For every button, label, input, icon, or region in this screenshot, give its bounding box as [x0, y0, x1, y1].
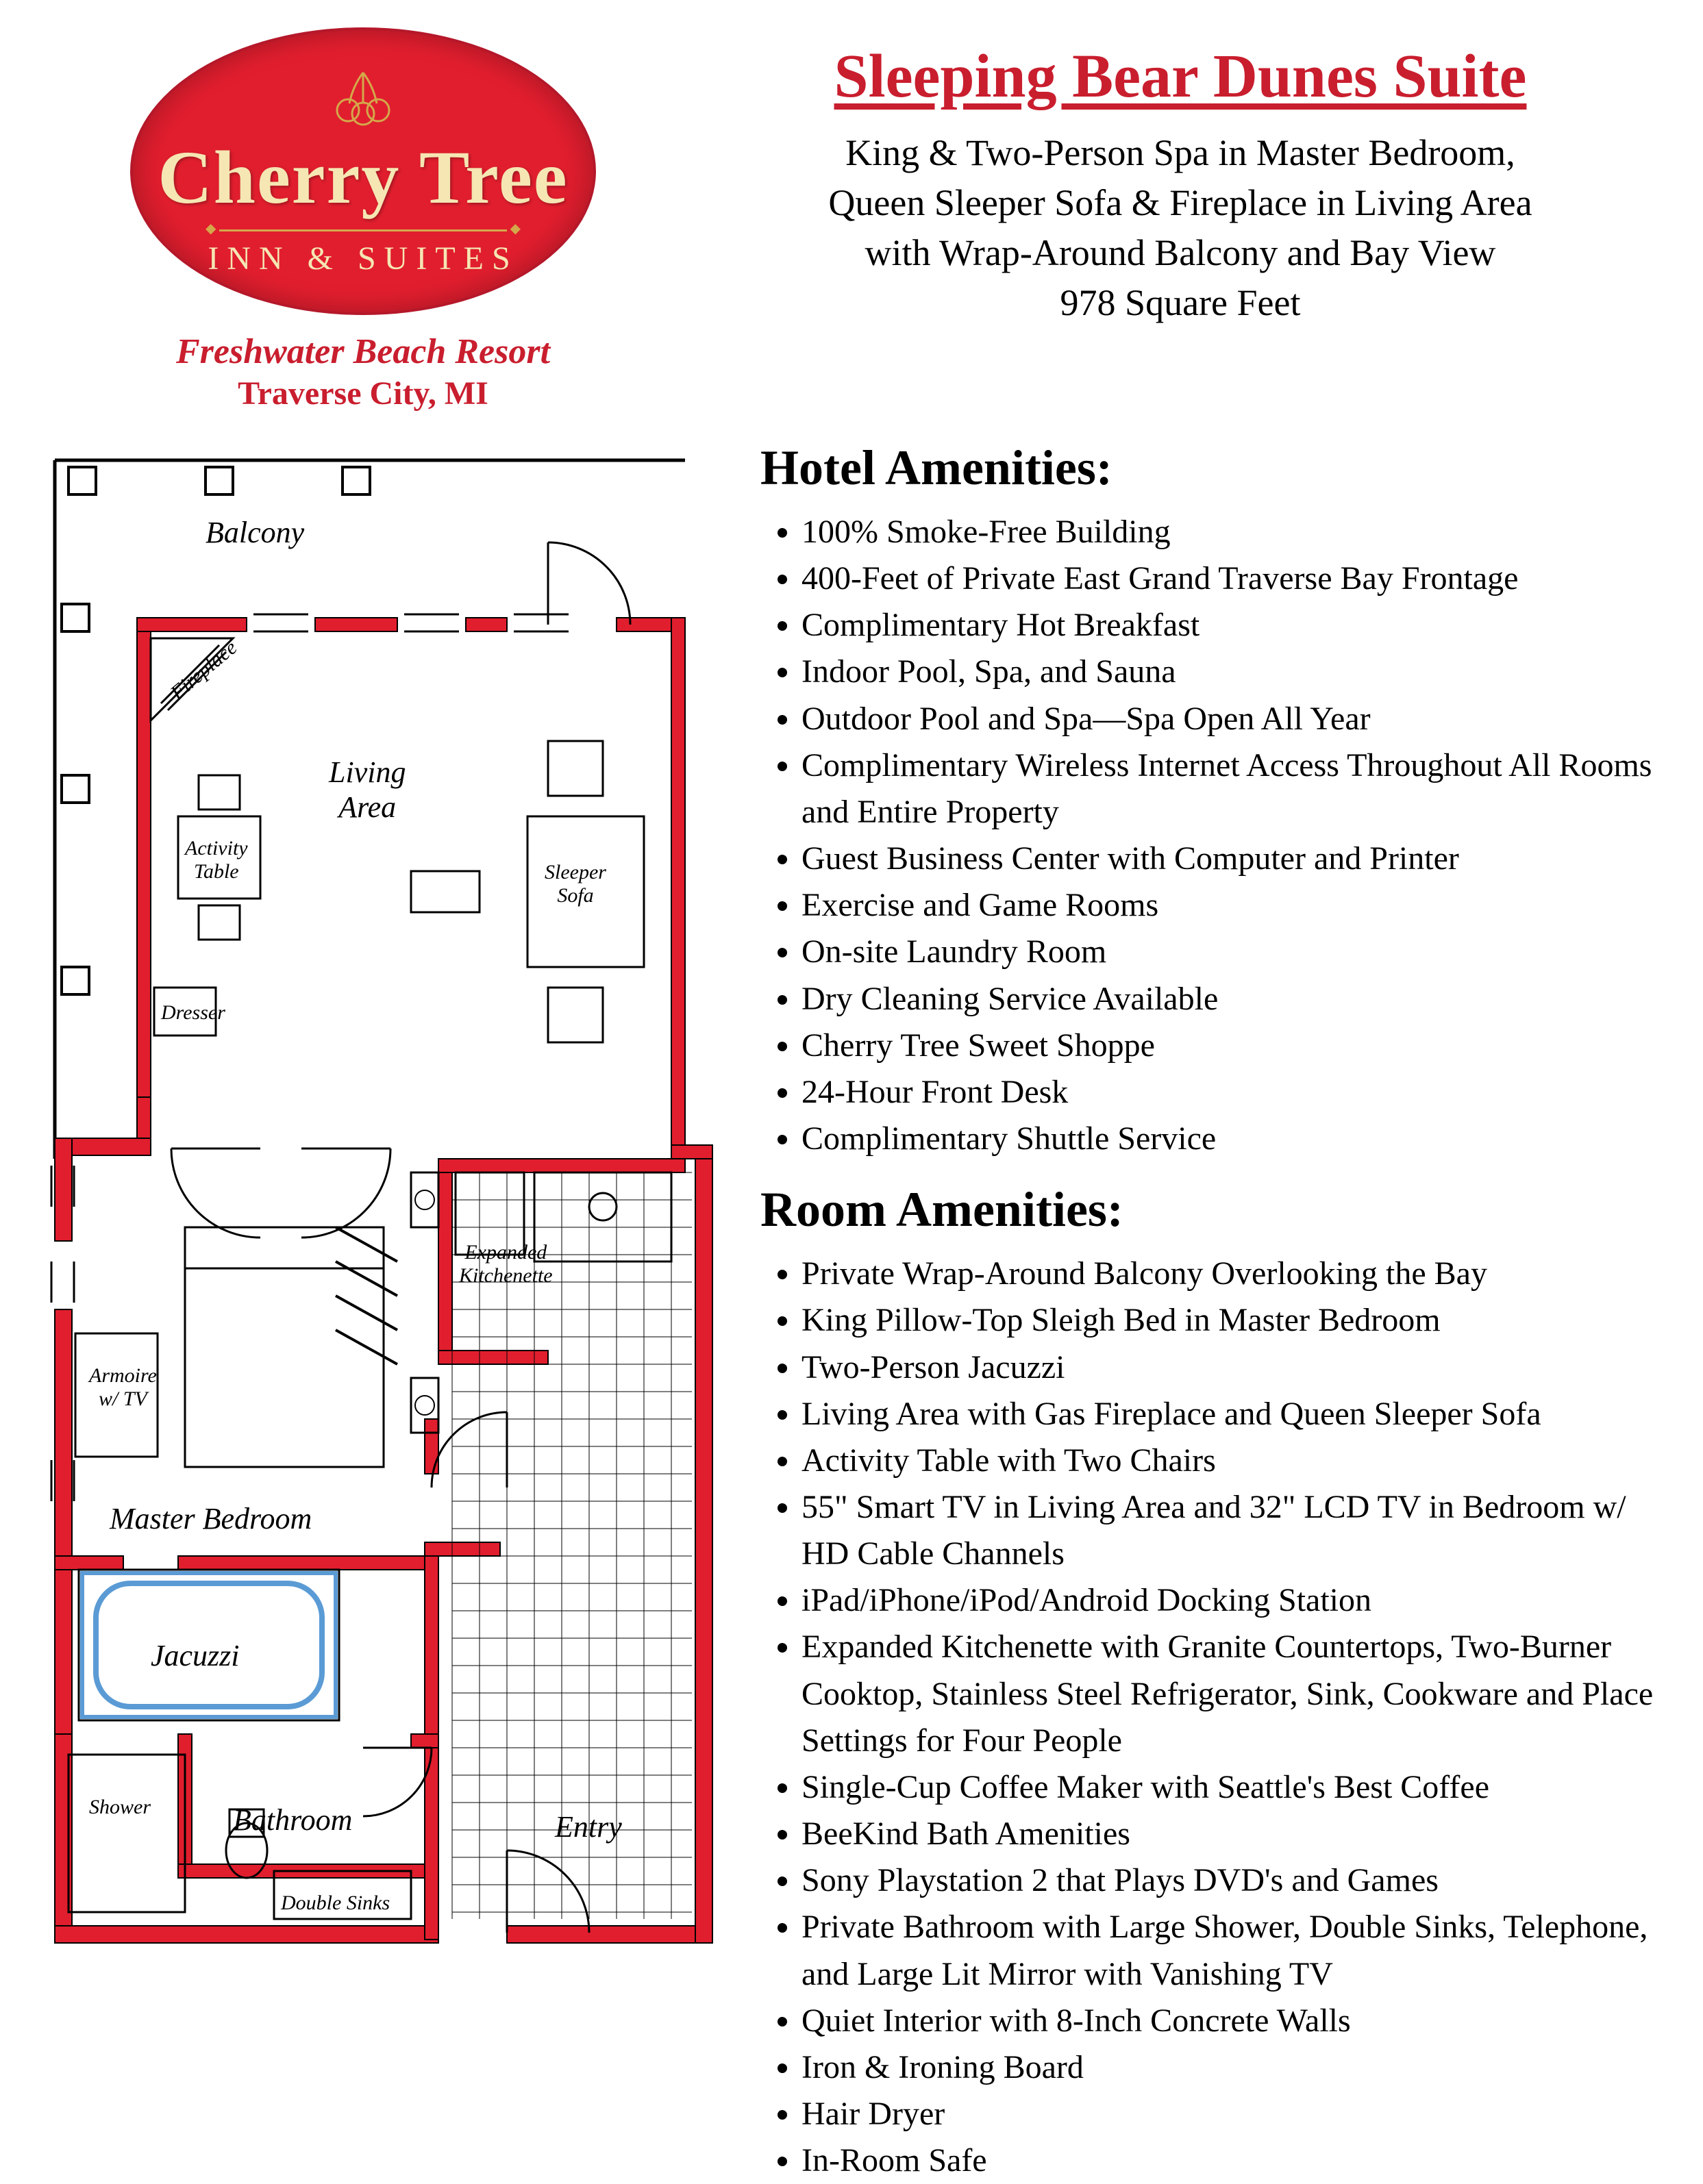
logo-brand-name: Cherry Tree	[158, 134, 568, 221]
fp-label-living: LivingArea	[329, 755, 406, 825]
room-amenity-item: Quiet Interior with 8-Inch Concrete Wall…	[801, 1998, 1676, 2044]
fp-label-jacuzzi: Jacuzzi	[151, 1638, 240, 1673]
hotel-amenities-list: 100% Smoke-Free Building400-Feet of Priv…	[760, 509, 1676, 1162]
room-amenity-item: King Pillow-Top Sleigh Bed in Master Bed…	[801, 1297, 1676, 1344]
logo-brand-sub: INN & SUITES	[208, 240, 518, 277]
logo-block: Cherry Tree INN & SUITES Freshwater Beac…	[27, 27, 644, 412]
logo-city: Traverse City, MI	[238, 375, 488, 412]
amenities-column: Hotel Amenities: 100% Smoke-Free Buildin…	[760, 433, 1676, 2184]
desc-line: with Wrap-Around Balcony and Bay View	[828, 228, 1532, 278]
suite-title: Sleeping Bear Dunes Suite	[834, 41, 1527, 112]
desc-line: Queen Sleeper Sofa & Fireplace in Living…	[828, 178, 1532, 228]
logo-tagline: Freshwater Beach Resort	[176, 331, 550, 372]
hotel-amenity-item: Indoor Pool, Spa, and Sauna	[801, 649, 1676, 695]
hotel-amenity-item: Cherry Tree Sweet Shoppe	[801, 1022, 1676, 1069]
room-amenity-item: Expanded Kitchenette with Granite Counte…	[801, 1624, 1676, 1763]
logo-oval: Cherry Tree INN & SUITES	[130, 27, 596, 315]
fp-label-bathroom: Bathroom	[233, 1803, 352, 1837]
hotel-amenity-item: 100% Smoke-Free Building	[801, 509, 1676, 555]
hotel-amenity-item: Complimentary Hot Breakfast	[801, 602, 1676, 649]
room-amenity-item: Hair Dryer	[801, 2091, 1676, 2137]
fp-label-dresser: Dresser	[161, 1001, 225, 1025]
fp-label-entry: Entry	[555, 1809, 622, 1844]
floorplan: Balcony Fireplace LivingArea ActivityTab…	[27, 433, 726, 2184]
fp-label-kitchenette: ExpandedKitchenette	[459, 1241, 553, 1288]
room-amenity-item: Private Wrap-Around Balcony Overlooking …	[801, 1251, 1676, 1297]
hotel-amenity-item: Dry Cleaning Service Available	[801, 976, 1676, 1022]
hotel-amenity-item: 24-Hour Front Desk	[801, 1069, 1676, 1116]
room-amenity-item: Activity Table with Two Chairs	[801, 1438, 1676, 1484]
room-amenity-item: Iron & Ironing Board	[801, 2044, 1676, 2091]
hotel-amenity-item: Guest Business Center with Computer and …	[801, 836, 1676, 882]
fp-label-armoire: Armoirew/ TV	[89, 1364, 157, 1411]
hotel-amenities-heading: Hotel Amenities:	[760, 440, 1676, 497]
room-amenity-item: Single-Cup Coffee Maker with Seattle's B…	[801, 1764, 1676, 1811]
fp-label-shower: Shower	[89, 1796, 151, 1819]
hotel-amenity-item: Outdoor Pool and Spa—Spa Open All Year	[801, 696, 1676, 742]
hotel-amenity-item: 400-Feet of Private East Grand Traverse …	[801, 555, 1676, 602]
cherry-icon	[322, 66, 404, 141]
room-amenity-item: Two-Person Jacuzzi	[801, 1344, 1676, 1391]
title-block: Sleeping Bear Dunes Suite King & Two-Per…	[685, 27, 1676, 412]
room-amenity-item: Private Bathroom with Large Shower, Doub…	[801, 1904, 1676, 1997]
room-amenity-item: Sony Playstation 2 that Plays DVD's and …	[801, 1857, 1676, 1904]
hotel-amenity-item: On-site Laundry Room	[801, 929, 1676, 975]
hotel-amenity-item: Exercise and Game Rooms	[801, 882, 1676, 929]
hotel-amenity-item: Complimentary Wireless Internet Access T…	[801, 742, 1676, 836]
room-amenity-item: iPad/iPhone/iPod/Android Docking Station	[801, 1577, 1676, 1624]
room-amenity-item: In-Room Safe	[801, 2137, 1676, 2184]
room-amenities-heading: Room Amenities:	[760, 1181, 1676, 1238]
hotel-amenity-item: Complimentary Shuttle Service	[801, 1116, 1676, 1162]
room-amenity-item: BeeKind Bath Amenities	[801, 1811, 1676, 1857]
room-amenity-item: 55" Smart TV in Living Area and 32" LCD …	[801, 1484, 1676, 1577]
logo-divider	[219, 229, 507, 231]
fp-label-balcony: Balcony	[206, 515, 304, 550]
room-amenities-list: Private Wrap-Around Balcony Overlooking …	[760, 1251, 1676, 2184]
desc-line: King & Two-Person Spa in Master Bedroom,	[828, 128, 1532, 178]
fp-label-activity: ActivityTable	[185, 837, 248, 883]
fp-label-master: Master Bedroom	[110, 1501, 312, 1536]
suite-description: King & Two-Person Spa in Master Bedroom,…	[828, 128, 1532, 328]
desc-line: 978 Square Feet	[828, 278, 1532, 328]
room-amenity-item: Living Area with Gas Fireplace and Queen…	[801, 1391, 1676, 1438]
fp-label-sinks: Double Sinks	[281, 1892, 390, 1915]
fp-label-sleeper: SleeperSofa	[545, 861, 606, 907]
